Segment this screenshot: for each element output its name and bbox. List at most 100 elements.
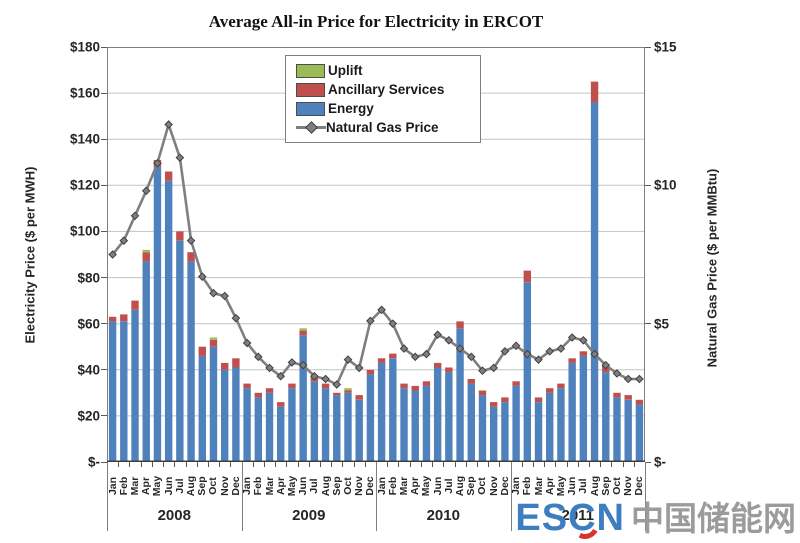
month-boundary-tick — [600, 462, 602, 467]
left-axis-tick — [101, 415, 107, 417]
year-divider-line — [376, 462, 377, 531]
year-divider-line — [241, 462, 243, 531]
month-boundary-tick — [286, 462, 288, 467]
month-tick-label: Feb — [117, 476, 130, 496]
left-axis-tick-label: $20 — [77, 408, 100, 424]
month-boundary-tick — [465, 462, 467, 467]
month-boundary-tick — [331, 462, 333, 467]
month-boundary-tick — [219, 462, 221, 467]
right-axis-tick-label: $- — [654, 454, 667, 470]
year-label: 2009 — [292, 507, 326, 524]
plot-svg — [107, 47, 645, 462]
plot-area — [107, 47, 645, 462]
month-tick-label: Apr — [274, 476, 287, 496]
left-axis-tick — [101, 184, 107, 186]
legend-item-uplift: Uplift — [296, 61, 472, 80]
escn-logo-n: N — [596, 497, 625, 539]
month-boundary-tick — [443, 462, 445, 467]
month-tick-label: Aug — [319, 475, 332, 497]
month-boundary-tick — [297, 462, 299, 467]
month-boundary-tick — [488, 462, 490, 467]
month-boundary-tick — [532, 462, 534, 467]
month-boundary-tick — [174, 462, 176, 467]
year-divider-line — [510, 462, 512, 531]
month-boundary-tick — [353, 462, 355, 467]
left-axis-tick-label: $180 — [69, 39, 100, 55]
escn-watermark: ES C N 中国储能网 — [515, 497, 796, 543]
month-tick-label: Jul — [308, 478, 321, 494]
month-boundary-tick — [320, 462, 321, 467]
legend-label-ancillary: Ancillary Services — [328, 82, 445, 97]
month-boundary-tick — [476, 462, 478, 467]
legend-item-gas: Natural Gas Price — [296, 118, 472, 137]
month-tick-label: Dec — [364, 476, 377, 496]
month-boundary-tick — [566, 462, 568, 467]
left-axis-tick — [101, 323, 107, 325]
right-axis-tick — [645, 184, 651, 186]
month-tick-label: Jul — [577, 478, 590, 494]
month-boundary-tick — [118, 462, 120, 467]
month-tick-label: Mar — [263, 476, 276, 496]
gas-line-marker-icon — [296, 126, 326, 129]
month-boundary-tick — [454, 462, 456, 467]
left-axis-tick — [101, 138, 107, 140]
month-boundary-tick — [263, 462, 265, 467]
month-boundary-tick — [544, 462, 546, 467]
escn-logo-c: C — [567, 499, 603, 543]
month-boundary-tick — [364, 462, 366, 467]
right-axis-tick-label: $5 — [654, 316, 670, 332]
month-tick-label: Sep — [599, 476, 612, 496]
left-axis-tick — [101, 369, 107, 371]
legend-item-energy: Energy — [296, 99, 472, 118]
month-boundary-tick — [555, 462, 557, 467]
month-boundary-tick — [622, 462, 624, 467]
month-tick-label: Feb — [521, 476, 534, 496]
left-axis-title: Electricity Price ($ per MWH) — [22, 166, 38, 344]
month-boundary-tick — [196, 462, 198, 467]
legend: Uplift Ancillary Services Energy Natural… — [285, 55, 481, 143]
left-axis-tick-label: $160 — [69, 85, 100, 101]
year-divider-line — [645, 462, 646, 531]
month-tick-label: Nov — [487, 476, 500, 496]
year-label: 2010 — [426, 507, 460, 524]
right-axis-tick-label: $10 — [654, 177, 677, 193]
month-tick-label: Sep — [330, 476, 343, 496]
right-axis-tick — [645, 461, 651, 463]
month-boundary-tick — [387, 462, 389, 467]
uplift-swatch-icon — [296, 63, 325, 78]
month-tick-label: Aug — [588, 475, 601, 497]
month-tick-label: Jan — [106, 476, 119, 496]
month-boundary-tick — [342, 462, 344, 467]
left-axis-tick-label: $60 — [77, 316, 100, 332]
escn-chinese-name: 中国储能网 — [631, 500, 796, 537]
year-label: 2008 — [157, 507, 191, 524]
legend-label-energy: Energy — [328, 101, 374, 116]
month-tick-label: Oct — [207, 477, 220, 495]
right-axis-title: Natural Gas Price ($ per MMBtu) — [704, 168, 720, 368]
month-tick-label: May — [420, 475, 433, 497]
month-tick-label: Nov — [218, 476, 231, 496]
left-axis-tick — [101, 461, 107, 463]
month-tick-label: Apr — [543, 476, 556, 496]
month-boundary-tick — [230, 462, 232, 467]
left-axis-tick-label: $- — [87, 454, 100, 470]
month-tick-label: Feb — [252, 476, 265, 496]
month-tick-label: Jan — [375, 476, 388, 496]
month-boundary-tick — [275, 462, 277, 467]
month-tick-label: Dec — [633, 476, 646, 496]
month-boundary-tick — [577, 462, 579, 467]
ancillary-swatch-icon — [296, 82, 325, 97]
left-axis-tick — [101, 277, 107, 279]
right-axis-tick-label: $15 — [654, 39, 677, 55]
legend-item-ancillary: Ancillary Services — [296, 80, 472, 99]
month-boundary-tick — [129, 462, 131, 467]
year-divider-line — [107, 462, 108, 531]
month-tick-label: Oct — [476, 477, 489, 495]
month-boundary-tick — [252, 462, 254, 467]
month-boundary-tick — [185, 462, 187, 467]
left-axis-tick — [101, 46, 107, 48]
month-boundary-tick — [140, 462, 142, 467]
month-boundary-tick — [521, 462, 523, 467]
legend-label-gas: Natural Gas Price — [326, 120, 439, 135]
